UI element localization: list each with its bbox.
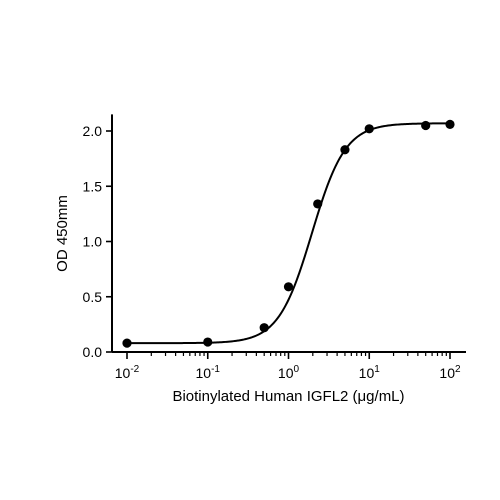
data-point xyxy=(364,124,374,134)
y-tick-label: 2.0 xyxy=(83,123,103,139)
data-point xyxy=(259,323,269,333)
y-axis-ticks: 0.0 0.5 1.0 1.5 2.0 xyxy=(83,123,112,360)
data-point xyxy=(421,120,431,131)
y-tick-label: 1.0 xyxy=(83,234,103,250)
x-tick-label: 101 xyxy=(359,364,381,381)
data-point xyxy=(340,145,350,155)
data-point xyxy=(203,337,213,347)
fit-curve xyxy=(127,122,451,345)
x-tick-label: 10-2 xyxy=(115,364,140,381)
data-point xyxy=(122,338,132,348)
y-tick-label: 0.5 xyxy=(83,289,103,305)
data-point xyxy=(313,199,323,209)
x-axis-title: Biotinylated Human IGFL2 (μg/mL) xyxy=(172,388,404,405)
data-point xyxy=(283,282,294,292)
x-axis-ticks: 10-2 10-1 100 101 102 xyxy=(115,352,461,381)
x-tick-label: 100 xyxy=(278,364,300,381)
y-tick-label: 1.5 xyxy=(83,178,103,194)
x-tick-label: 10-1 xyxy=(196,364,221,381)
y-tick-label: 0.0 xyxy=(83,344,103,360)
data-point xyxy=(445,119,455,129)
y-axis-title: OD 450mm xyxy=(54,195,71,272)
data-points xyxy=(122,119,455,348)
x-tick-label: 102 xyxy=(439,364,461,381)
